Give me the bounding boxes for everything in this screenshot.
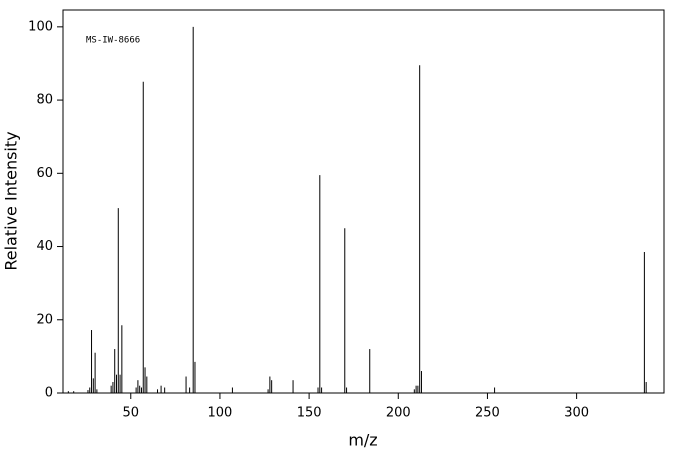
y-tick-label: 80 (36, 93, 53, 108)
y-tick-label: 20 (36, 312, 53, 327)
plot-frame (62, 9, 665, 394)
x-tick-label: 150 (297, 406, 322, 421)
y-axis-label: Relative Intensity (2, 131, 21, 270)
y-tick-label: 40 (36, 239, 53, 254)
x-tick-label: 200 (386, 406, 411, 421)
x-tick-label: 50 (122, 406, 139, 421)
y-tick-label: 0 (45, 386, 53, 401)
y-tick-label: 100 (28, 19, 53, 34)
x-tick-label: 100 (208, 406, 233, 421)
y-tick-label: 60 (36, 166, 53, 181)
x-axis-label: m/z (348, 431, 377, 450)
x-tick-label: 250 (475, 406, 500, 421)
x-tick-label: 300 (564, 406, 589, 421)
annotation: MS-IW-8666 (86, 36, 140, 46)
